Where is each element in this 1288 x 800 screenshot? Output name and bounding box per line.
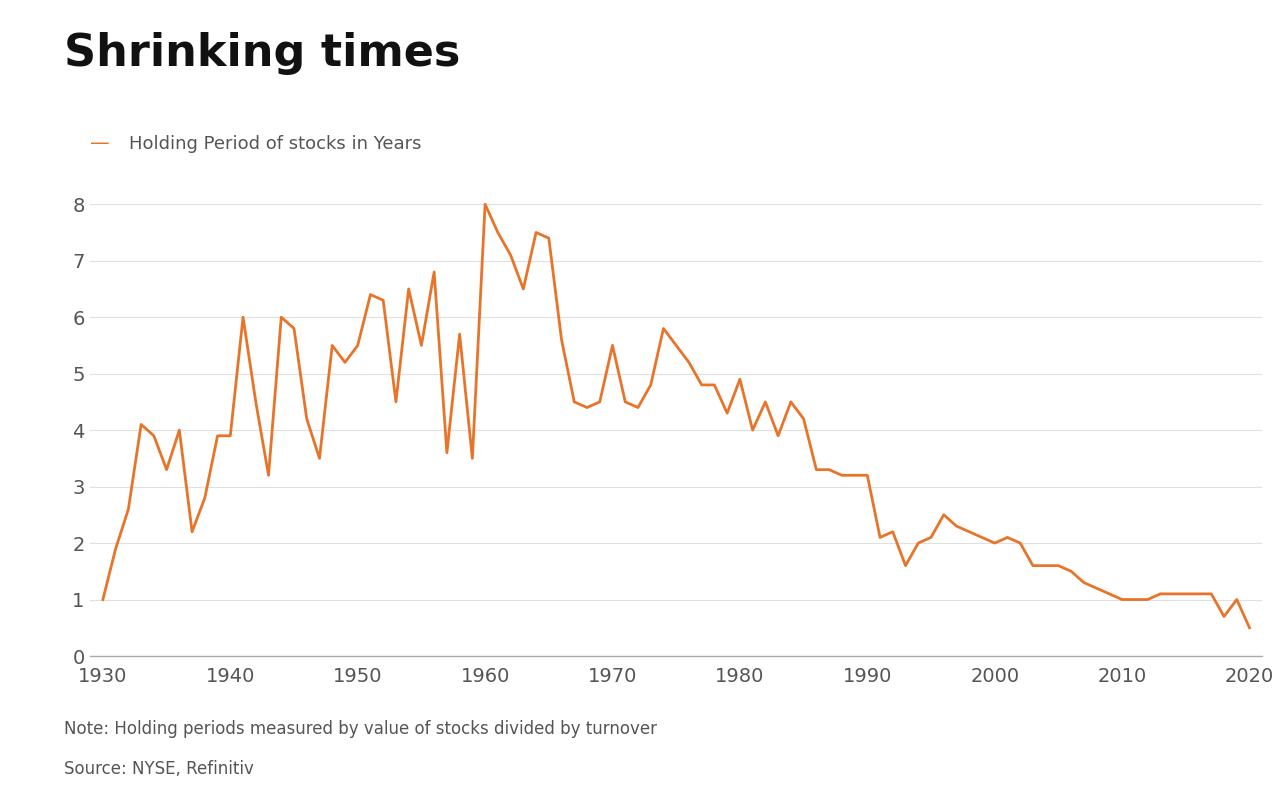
Text: —: — bbox=[90, 134, 109, 154]
Text: Source: NYSE, Refinitiv: Source: NYSE, Refinitiv bbox=[64, 760, 254, 778]
Text: Holding Period of stocks in Years: Holding Period of stocks in Years bbox=[129, 135, 421, 153]
Text: Note: Holding periods measured by value of stocks divided by turnover: Note: Holding periods measured by value … bbox=[64, 720, 657, 738]
Text: Shrinking times: Shrinking times bbox=[64, 32, 461, 75]
